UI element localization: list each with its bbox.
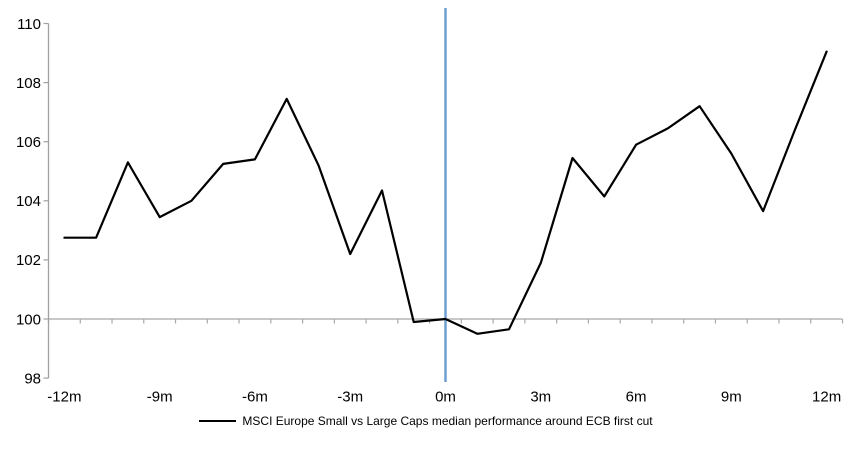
legend-line-sample-icon [199, 420, 237, 422]
legend-label: MSCI Europe Small vs Large Caps median p… [242, 414, 653, 428]
y-tick-label: 106 [16, 134, 41, 151]
y-tick-label: 98 [24, 370, 41, 387]
y-tick-label: 102 [16, 252, 41, 269]
x-tick-label: 9m [721, 389, 742, 406]
x-tick-label: -6m [242, 389, 268, 406]
y-tick-label: 110 [17, 16, 41, 33]
y-tick-label: 104 [16, 193, 41, 210]
x-tick-label: -3m [337, 389, 363, 406]
x-tick-label: 12m [812, 389, 841, 406]
x-tick-label: 6m [626, 389, 647, 406]
legend: MSCI Europe Small vs Large Caps median p… [0, 414, 852, 428]
x-tick-label: 3m [530, 389, 551, 406]
x-tick-label: -9m [147, 389, 173, 406]
y-tick-label: 100 [16, 311, 41, 328]
y-tick-label: 108 [16, 75, 41, 92]
series-line [63, 50, 828, 335]
x-tick-label: -12m [47, 389, 81, 406]
x-tick-label: 0m [435, 389, 456, 406]
